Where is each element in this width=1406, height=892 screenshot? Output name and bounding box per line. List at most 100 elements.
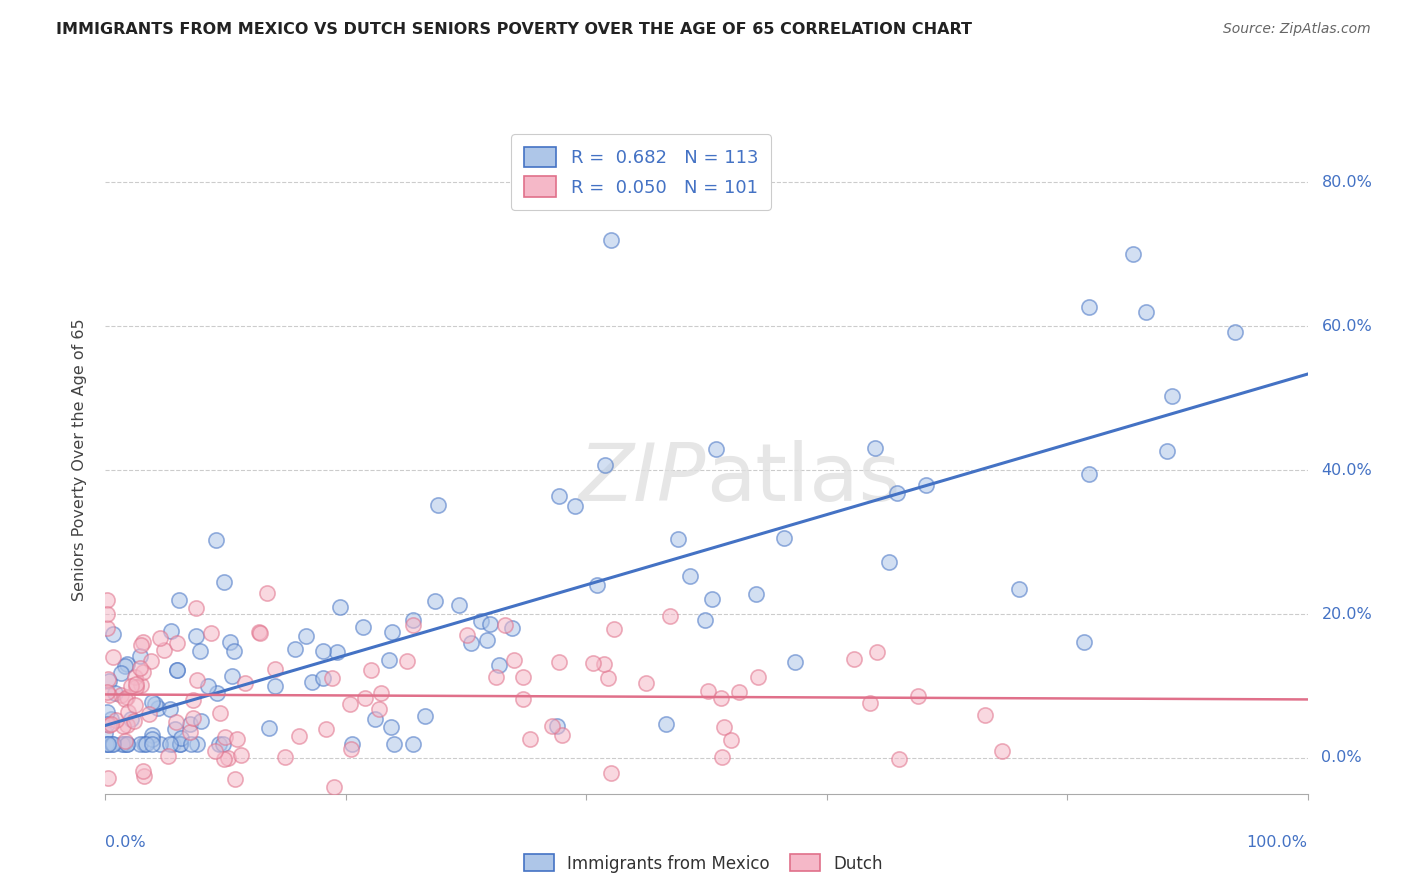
Point bbox=[166, 663, 188, 677]
Point bbox=[287, 729, 309, 743]
Point bbox=[907, 689, 929, 703]
Point bbox=[156, 749, 179, 764]
Point bbox=[329, 600, 352, 615]
Point bbox=[370, 685, 392, 699]
Point bbox=[117, 705, 139, 719]
Point bbox=[727, 685, 749, 699]
Point bbox=[100, 737, 122, 751]
Point bbox=[100, 712, 122, 726]
Point bbox=[512, 670, 534, 684]
Point bbox=[132, 737, 155, 751]
Point bbox=[842, 652, 865, 666]
Point bbox=[512, 692, 534, 706]
Point bbox=[485, 670, 508, 684]
Point bbox=[214, 574, 236, 589]
Point bbox=[179, 725, 201, 739]
Point bbox=[603, 622, 626, 636]
Point bbox=[380, 720, 402, 734]
Point bbox=[1223, 325, 1246, 339]
Point bbox=[713, 721, 735, 735]
Point bbox=[114, 734, 136, 748]
Point bbox=[204, 744, 226, 758]
Point bbox=[166, 636, 188, 650]
Point bbox=[284, 641, 307, 656]
Point bbox=[249, 626, 271, 640]
Point bbox=[666, 532, 689, 546]
Point bbox=[186, 673, 208, 687]
Point bbox=[340, 737, 363, 751]
Point bbox=[501, 621, 523, 635]
Point bbox=[129, 678, 152, 692]
Point bbox=[460, 636, 482, 650]
Point bbox=[103, 650, 125, 665]
Point bbox=[696, 684, 718, 698]
Point bbox=[1073, 635, 1095, 649]
Point bbox=[94, 737, 117, 751]
Point bbox=[600, 233, 623, 247]
Point bbox=[100, 717, 122, 731]
Point bbox=[747, 670, 769, 684]
Point bbox=[914, 478, 936, 492]
Point bbox=[207, 737, 229, 751]
Point bbox=[96, 607, 118, 621]
Point bbox=[321, 671, 343, 685]
Point bbox=[301, 674, 323, 689]
Text: 20.0%: 20.0% bbox=[1322, 607, 1372, 622]
Point bbox=[773, 532, 796, 546]
Text: 80.0%: 80.0% bbox=[1322, 175, 1372, 190]
Point bbox=[1078, 467, 1101, 481]
Point bbox=[564, 499, 586, 513]
Point bbox=[110, 666, 132, 681]
Point bbox=[143, 697, 166, 711]
Point bbox=[634, 676, 657, 690]
Point bbox=[131, 665, 153, 679]
Point bbox=[117, 718, 139, 732]
Point bbox=[135, 737, 157, 751]
Point bbox=[1156, 443, 1178, 458]
Y-axis label: Seniors Poverty Over the Age of 65: Seniors Poverty Over the Age of 65 bbox=[72, 318, 87, 600]
Point bbox=[360, 663, 382, 677]
Point bbox=[96, 705, 118, 719]
Point bbox=[115, 657, 138, 671]
Point bbox=[402, 613, 425, 627]
Point bbox=[179, 717, 201, 731]
Point bbox=[221, 669, 243, 683]
Point bbox=[124, 698, 146, 713]
Point bbox=[402, 737, 425, 751]
Point bbox=[208, 706, 231, 720]
Point bbox=[224, 772, 246, 787]
Point bbox=[104, 686, 127, 700]
Point bbox=[114, 692, 136, 706]
Point bbox=[593, 458, 616, 472]
Point bbox=[94, 725, 117, 739]
Point bbox=[322, 780, 344, 794]
Text: Source: ZipAtlas.com: Source: ZipAtlas.com bbox=[1223, 22, 1371, 37]
Point bbox=[169, 737, 191, 751]
Point bbox=[129, 737, 152, 751]
Point bbox=[162, 737, 184, 751]
Point bbox=[519, 731, 541, 746]
Point bbox=[96, 592, 118, 607]
Point bbox=[427, 498, 450, 512]
Point bbox=[581, 656, 603, 670]
Point bbox=[98, 718, 121, 732]
Point bbox=[395, 654, 418, 668]
Point bbox=[456, 628, 478, 642]
Point bbox=[197, 679, 219, 693]
Point bbox=[139, 654, 162, 668]
Point bbox=[1008, 582, 1031, 596]
Point bbox=[101, 737, 124, 751]
Point bbox=[97, 737, 120, 751]
Point bbox=[294, 629, 316, 643]
Point bbox=[132, 769, 155, 783]
Point bbox=[475, 633, 498, 648]
Text: 100.0%: 100.0% bbox=[1247, 836, 1308, 850]
Point bbox=[114, 659, 136, 673]
Point bbox=[546, 719, 568, 733]
Point bbox=[169, 737, 191, 751]
Point bbox=[217, 751, 239, 765]
Point bbox=[180, 737, 202, 751]
Text: atlas: atlas bbox=[707, 441, 901, 518]
Point bbox=[186, 629, 208, 643]
Point bbox=[363, 712, 385, 726]
